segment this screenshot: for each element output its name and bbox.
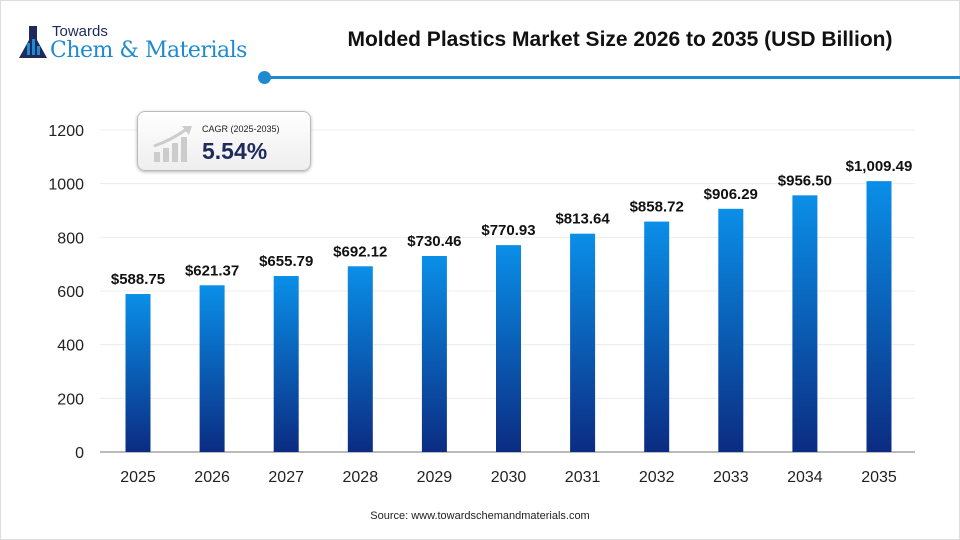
flask-icon bbox=[19, 26, 47, 58]
chart-title: Molded Plastics Market Size 2026 to 2035… bbox=[347, 28, 893, 51]
data-label: $906.29 bbox=[704, 186, 758, 203]
bar-2027 bbox=[273, 276, 299, 452]
y-tick-label: 200 bbox=[57, 391, 84, 408]
data-label: $1,009.49 bbox=[846, 158, 913, 175]
bar-2032 bbox=[644, 221, 670, 452]
bar-2035 bbox=[866, 181, 892, 452]
cagr-box: CAGR (2025-2035) 5.54% bbox=[137, 111, 311, 171]
logo-text-main: Chem & Materials bbox=[50, 38, 247, 63]
y-tick-label: 0 bbox=[75, 445, 84, 462]
data-label: $621.37 bbox=[185, 262, 239, 279]
title-rule bbox=[266, 76, 960, 79]
bar-2025 bbox=[125, 294, 151, 452]
growth-chart-icon bbox=[153, 126, 192, 162]
x-tick-label: 2025 bbox=[120, 469, 156, 486]
y-tick-label: 400 bbox=[57, 338, 84, 355]
y-tick-label: 1000 bbox=[48, 177, 84, 194]
bar-2026 bbox=[199, 285, 225, 452]
x-tick-label: 2034 bbox=[787, 469, 823, 486]
data-label: $655.79 bbox=[259, 253, 313, 270]
bar-2034 bbox=[792, 195, 818, 452]
bar-2030 bbox=[496, 245, 521, 452]
x-tick-label: 2028 bbox=[343, 469, 379, 486]
source-note: Source: www.towardschemandmaterials.com bbox=[370, 510, 590, 522]
data-label: $588.75 bbox=[111, 271, 165, 288]
x-tick-label: 2035 bbox=[861, 469, 897, 486]
data-label: $813.64 bbox=[555, 211, 610, 228]
bar-2029 bbox=[421, 255, 447, 452]
x-tick-label: 2027 bbox=[268, 469, 304, 486]
x-tick-label: 2033 bbox=[713, 469, 749, 486]
y-tick-label: 800 bbox=[57, 230, 84, 247]
cagr-value: 5.54% bbox=[202, 138, 268, 164]
data-label: $956.50 bbox=[778, 172, 832, 189]
logo-text-top: Towards bbox=[52, 23, 108, 40]
x-tick-label: 2026 bbox=[194, 469, 230, 486]
x-tick-label: 2032 bbox=[639, 469, 675, 486]
data-label: $770.93 bbox=[481, 222, 535, 239]
data-label: $692.12 bbox=[333, 243, 387, 260]
x-tick-label: 2030 bbox=[491, 469, 527, 486]
x-tick-label: 2029 bbox=[417, 469, 453, 486]
x-tick-label: 2031 bbox=[565, 469, 601, 486]
bar-2028 bbox=[347, 266, 373, 452]
y-tick-label: 1200 bbox=[48, 123, 84, 140]
cagr-label: CAGR (2025-2035) bbox=[202, 124, 280, 134]
data-label: $858.72 bbox=[630, 199, 684, 216]
title-rule-dot bbox=[258, 71, 271, 84]
bar-2031 bbox=[570, 233, 596, 452]
data-label: $730.46 bbox=[407, 233, 461, 250]
logo: Towards Chem & Materials bbox=[18, 24, 258, 64]
y-tick-label: 600 bbox=[57, 284, 84, 301]
bar-2033 bbox=[718, 208, 744, 452]
